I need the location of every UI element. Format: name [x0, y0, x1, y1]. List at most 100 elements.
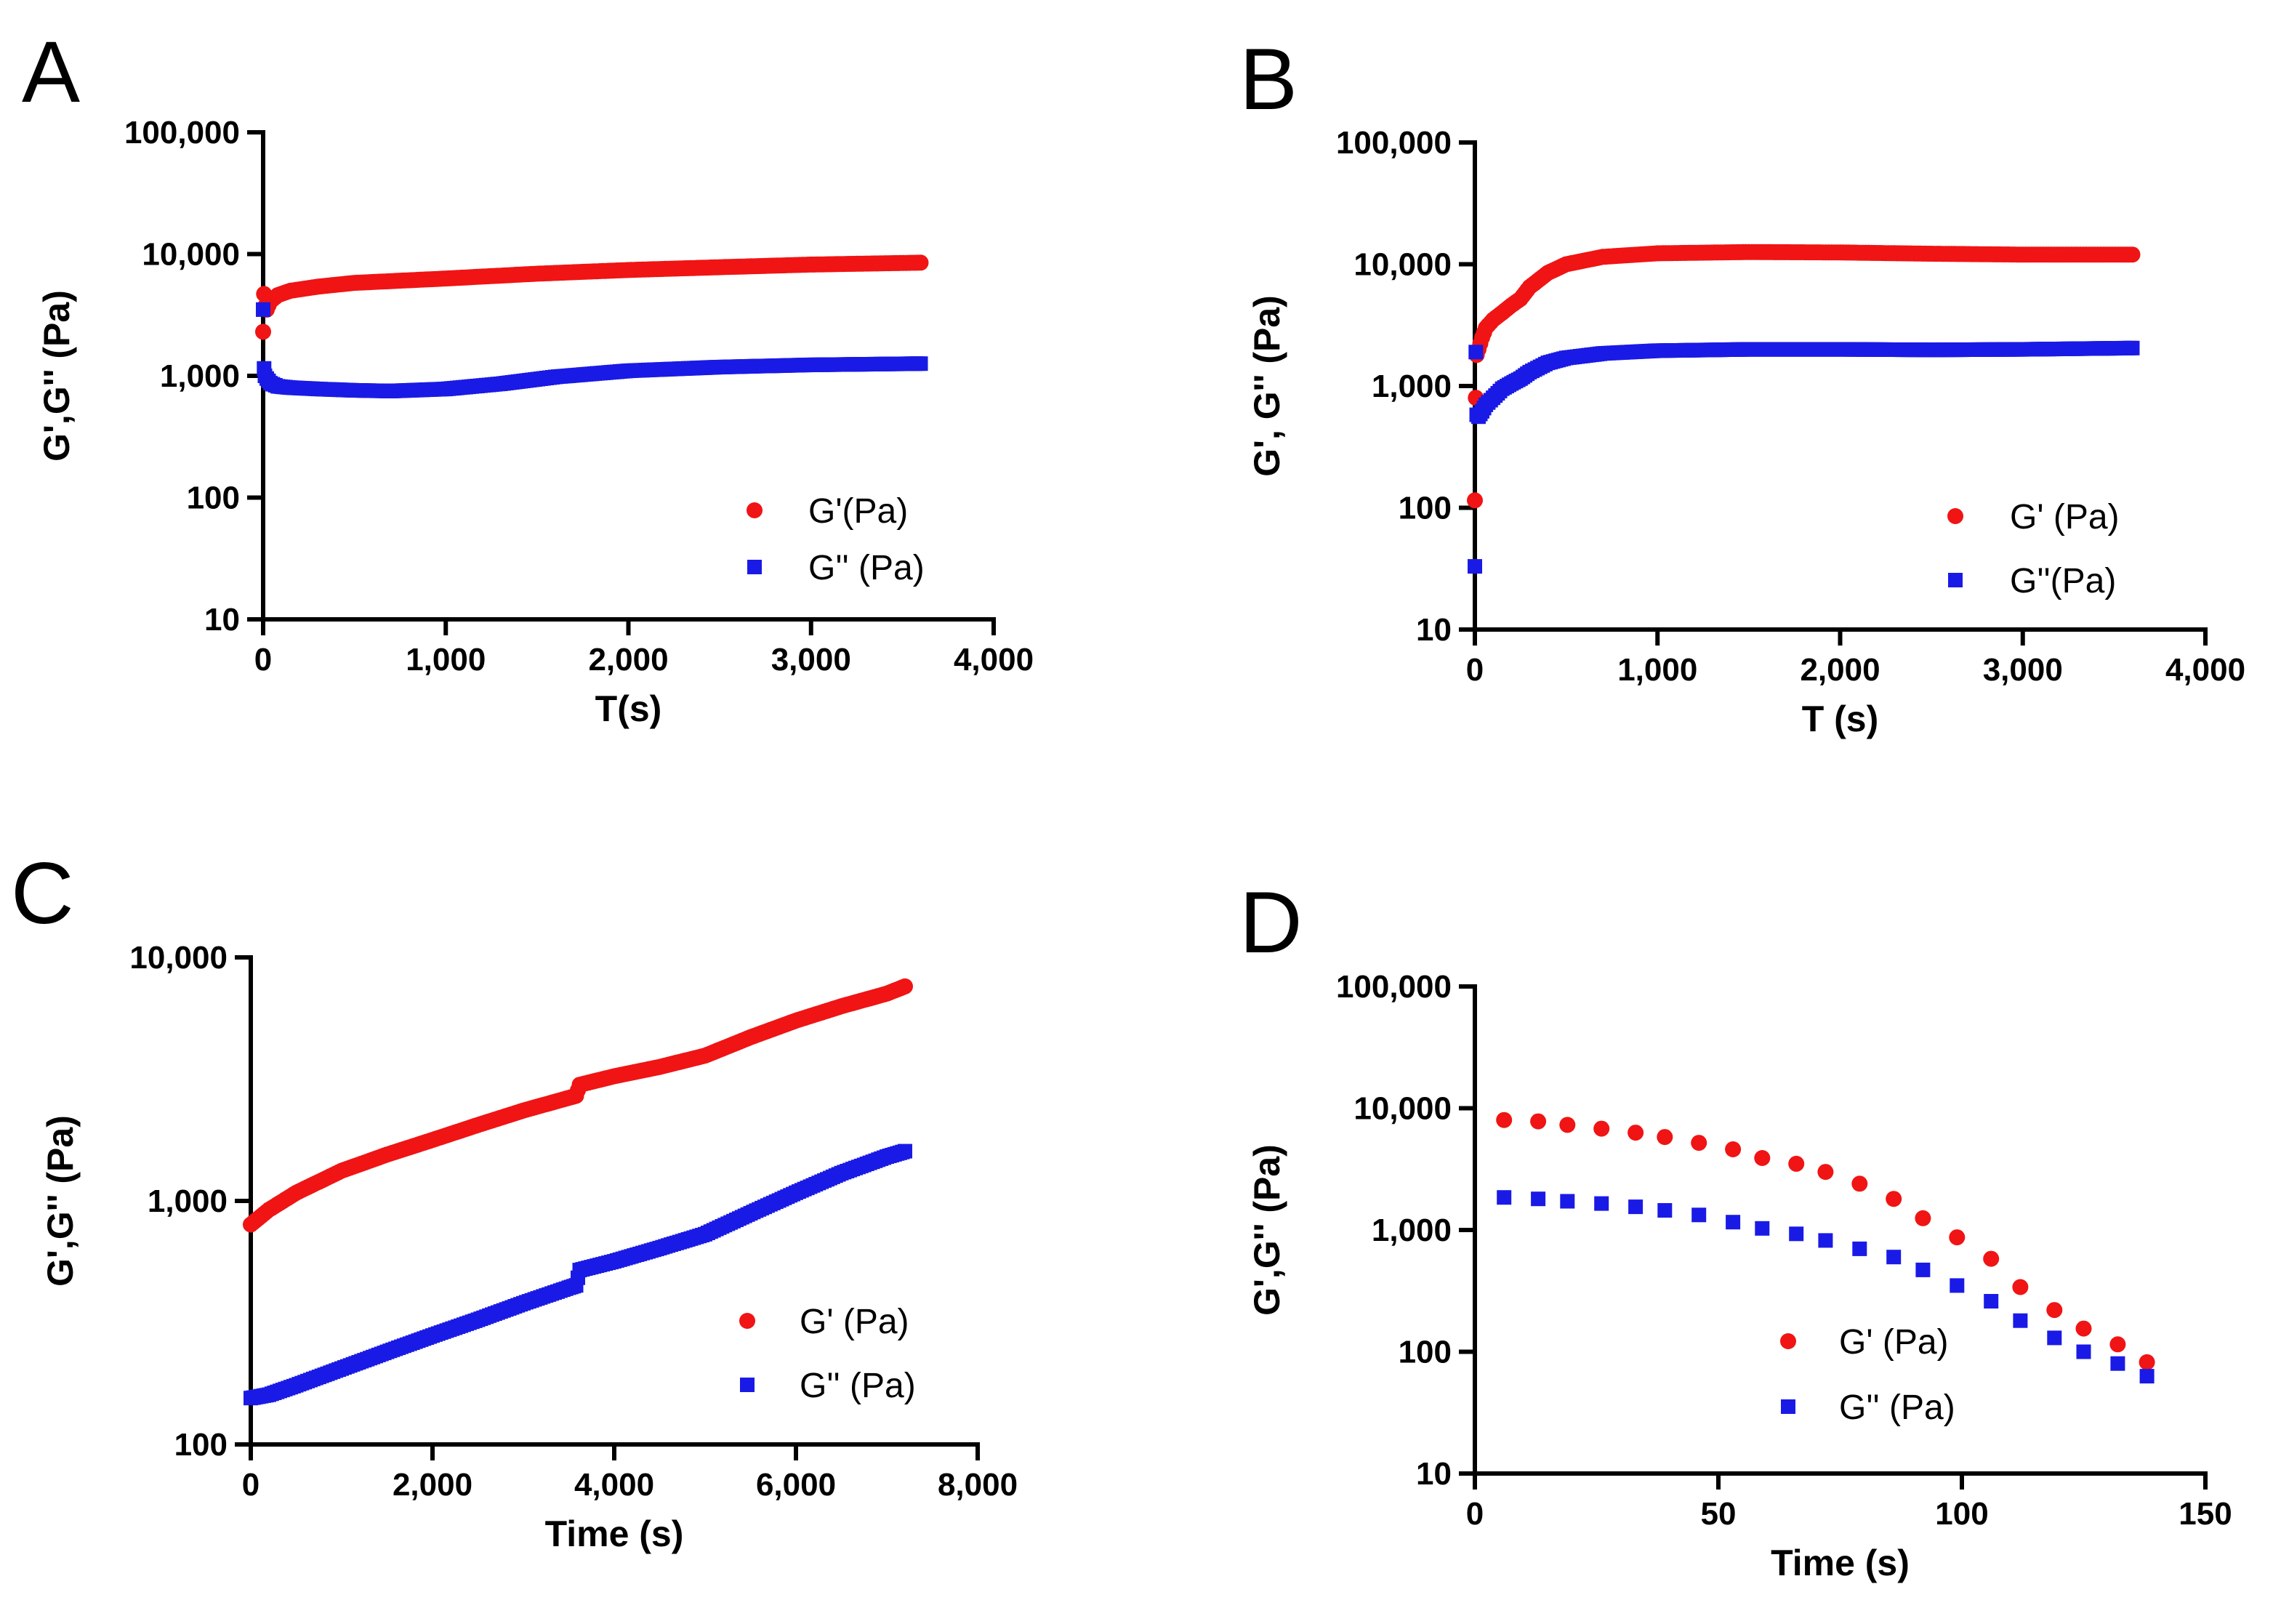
- x-axis-title-b: T (s): [1802, 699, 1879, 739]
- legend-label-d: G'' (Pa): [1839, 1388, 1955, 1427]
- data-point-square: [256, 302, 270, 317]
- data-point-circle: [1915, 1210, 1931, 1226]
- data-point-square: [1560, 1194, 1575, 1209]
- series-a-g-double-prime: [256, 302, 928, 398]
- data-point-square: [1726, 1215, 1741, 1230]
- data-point-circle: [1657, 1129, 1673, 1146]
- y-tick-label-d: 100,000: [1336, 969, 1452, 1005]
- data-point-circle: [1754, 1150, 1771, 1166]
- series-a-g-prime: [255, 254, 929, 340]
- legend-marker-square: [747, 560, 762, 574]
- x-axis-title-a: T(s): [595, 688, 662, 729]
- data-point-circle: [897, 978, 913, 994]
- series-d-g-double-prime: [1497, 1190, 2155, 1384]
- data-point-circle: [2124, 246, 2141, 263]
- chart-b: 10 100 1,000 10,000 100,000 0 1,000 2,000 3,000 4…: [1247, 125, 2245, 739]
- x-tick-label-d: 0: [1466, 1496, 1484, 1532]
- data-point-circle: [912, 254, 929, 271]
- y-tick-label-a: 10: [204, 602, 240, 638]
- panel-label-d: D: [1239, 874, 1303, 971]
- x-tick-label-c: 6,000: [756, 1467, 836, 1503]
- x-tick-label-a: 2,000: [588, 642, 668, 678]
- data-point-square: [1915, 1262, 1931, 1277]
- data-point-square: [2110, 1356, 2125, 1371]
- x-tick-label-b: 3,000: [1983, 652, 2063, 688]
- data-point-circle: [1851, 1175, 1868, 1192]
- legend-marker-circle: [1947, 508, 1963, 524]
- y-axis-title-b: G', G'' (Pa): [1247, 295, 1287, 477]
- data-point-square: [1886, 1250, 1902, 1265]
- legend-label-b: G''(Pa): [2010, 562, 2116, 600]
- y-tick-label-c: 100: [174, 1427, 228, 1463]
- chart-d: 10 100 1,000 10,000 100,000 0 50 100 150 Time (s)…: [1247, 969, 2232, 1583]
- data-point-square: [1691, 1207, 1707, 1223]
- y-tick-label-b: 1,000: [1372, 369, 1452, 404]
- panel-label-c: C: [11, 845, 74, 942]
- x-tick-label-c: 2,000: [393, 1467, 472, 1503]
- data-point-circle: [2046, 1302, 2063, 1319]
- panel-label-b: B: [1239, 31, 1298, 128]
- x-tick-label-b: 4,000: [2165, 652, 2245, 688]
- data-point-square: [2125, 340, 2140, 355]
- data-point-circle: [1886, 1191, 1902, 1207]
- legend-label-c: G' (Pa): [800, 1303, 909, 1341]
- series-b-g-double-prime: [1468, 340, 2140, 574]
- y-tick-label-c: 1,000: [148, 1183, 228, 1219]
- data-point-circle: [255, 323, 271, 340]
- x-tick-label-a: 3,000: [771, 642, 851, 678]
- y-tick-label-d: 1,000: [1372, 1213, 1452, 1248]
- chart-c: 100 1,000 10,000 0 2,000 4,000 6,000 8,000 Time …: [40, 940, 1018, 1554]
- data-point-square: [913, 356, 928, 371]
- y-tick-label-d: 10: [1416, 1456, 1452, 1492]
- data-point-square: [1818, 1233, 1833, 1248]
- panel-label-a: A: [22, 23, 80, 121]
- data-point-circle: [1559, 1117, 1576, 1133]
- data-point-circle: [1817, 1164, 1834, 1181]
- legend-marker-circle: [739, 1313, 755, 1329]
- data-point-square: [1468, 345, 1484, 360]
- data-point-square: [2047, 1330, 2062, 1346]
- x-tick-label-c: 8,000: [938, 1467, 1018, 1503]
- x-tick-label-d: 50: [1701, 1496, 1737, 1532]
- x-tick-label-c: 0: [242, 1467, 260, 1503]
- x-tick-label-c: 4,000: [574, 1467, 654, 1503]
- data-point-circle: [2109, 1336, 2126, 1353]
- y-tick-label-b: 10,000: [1353, 247, 1452, 283]
- y-tick-label-c: 10,000: [129, 940, 228, 976]
- data-point-circle: [1530, 1113, 1547, 1130]
- y-tick-label-b: 10: [1416, 612, 1452, 648]
- chart-a: 10 100 1,000 10,000 100,000 0 1,000 2,000 3,000 4…: [36, 115, 1034, 729]
- legend-label-a: G'' (Pa): [808, 549, 925, 587]
- data-point-circle: [1628, 1125, 1644, 1141]
- data-point-square: [2076, 1344, 2091, 1359]
- data-point-circle: [1725, 1141, 1742, 1157]
- data-point-circle: [1467, 492, 1483, 509]
- y-tick-label-d: 10,000: [1353, 1091, 1452, 1127]
- x-tick-label-a: 0: [254, 642, 272, 678]
- y-tick-label-a: 100,000: [124, 115, 240, 150]
- data-point-circle: [2012, 1279, 2029, 1295]
- legend-label-b: G' (Pa): [2010, 498, 2120, 536]
- series-c-g-double-prime: [244, 1143, 912, 1406]
- data-point-square: [1984, 1294, 1999, 1309]
- series-d-g-prime: [1496, 1112, 2155, 1370]
- x-tick-label-d: 100: [1935, 1496, 1988, 1532]
- legend-label-d: G' (Pa): [1839, 1323, 1949, 1362]
- x-tick-label-d: 150: [2179, 1496, 2232, 1532]
- data-point-square: [2013, 1313, 2028, 1328]
- y-tick-label-b: 100: [1399, 491, 1452, 526]
- data-point-square: [1594, 1196, 1609, 1211]
- legend-label-a: G'(Pa): [808, 492, 908, 531]
- y-axis-title-a: G',G'' (Pa): [36, 290, 77, 462]
- data-point-square: [1950, 1278, 1965, 1293]
- legend-label-c: G'' (Pa): [800, 1367, 916, 1405]
- data-point-square: [1497, 1190, 1512, 1205]
- y-tick-label-a: 10,000: [142, 237, 240, 273]
- y-axis-title-c: G',G'' (Pa): [40, 1115, 81, 1287]
- data-point-square: [1657, 1203, 1673, 1218]
- data-point-square: [1755, 1221, 1770, 1236]
- x-tick-label-b: 1,000: [1617, 652, 1697, 688]
- data-point-square: [1789, 1226, 1804, 1242]
- data-point-circle: [1788, 1155, 1805, 1172]
- x-axis-title-d: Time (s): [1771, 1543, 1910, 1583]
